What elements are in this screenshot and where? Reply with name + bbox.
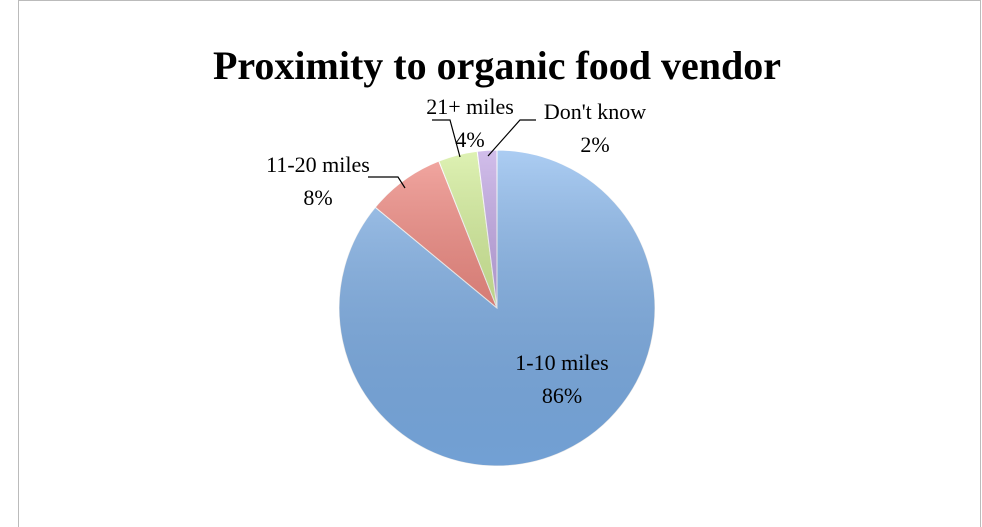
pie	[338, 149, 656, 467]
slice-label: Don't know	[544, 99, 646, 124]
slice-value-label: 2%	[580, 132, 609, 157]
slice-label: 11-20 miles	[266, 152, 370, 177]
leader-line	[487, 119, 536, 157]
slice-label: 1-10 miles	[515, 350, 609, 375]
slice-label: 21+ miles	[426, 94, 514, 119]
leader-line	[368, 176, 406, 189]
slice-value-label: 86%	[542, 383, 582, 408]
slice-value-label: 8%	[303, 185, 332, 210]
leader-lines	[368, 119, 536, 189]
slice-value-label: 4%	[455, 127, 484, 152]
leader-line	[432, 119, 461, 158]
chart-title: Proximity to organic food vendor	[213, 43, 781, 88]
chart-frame	[18, 0, 981, 527]
